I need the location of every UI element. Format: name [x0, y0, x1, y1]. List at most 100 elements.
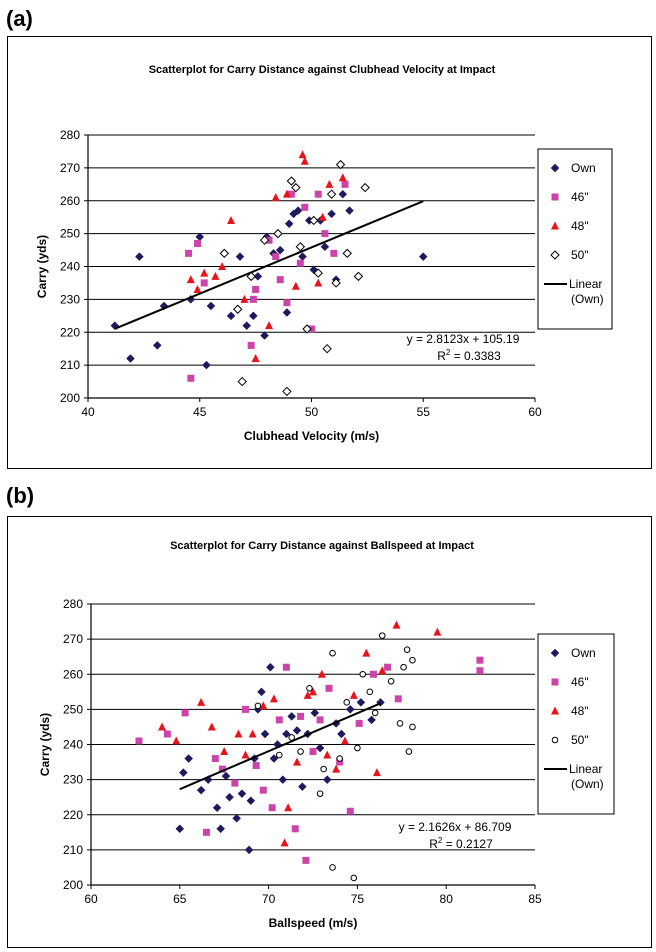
point-50 [259, 235, 270, 245]
point-46 [341, 180, 349, 188]
point-own [237, 789, 247, 799]
legend-label-48: 48" [571, 704, 589, 718]
point-46 [287, 190, 295, 198]
chart-title: Scatterplot for Carry Distance against C… [149, 64, 496, 76]
point-48 [193, 285, 202, 294]
legend-label-46: 46" [571, 190, 589, 204]
point-50 [233, 304, 243, 314]
point-48 [362, 648, 371, 657]
point-50 [336, 755, 343, 762]
point-50 [409, 723, 416, 731]
data-points [135, 620, 484, 882]
point-48 [282, 189, 291, 198]
point-46 [275, 716, 283, 724]
point-50 [331, 278, 341, 288]
point-48 [158, 722, 167, 731]
point-50 [286, 176, 297, 186]
legend-label-50: 50" [571, 248, 589, 262]
point-46 [302, 856, 310, 864]
x-tick-label: 45 [193, 405, 207, 419]
point-own [221, 771, 231, 781]
legend: Own 46" 48" 50" Linear(Own) [537, 633, 615, 815]
point-48 [392, 620, 401, 629]
point-own [310, 708, 320, 718]
x-tick-label: 40 [81, 405, 95, 419]
point-50 [297, 748, 304, 755]
legend-marker-50 [551, 736, 559, 744]
point-46 [202, 828, 210, 836]
point-own [337, 729, 346, 739]
point-own [278, 775, 288, 784]
point-48 [433, 627, 442, 636]
point-46 [135, 737, 143, 745]
point-own [287, 712, 297, 721]
point-48 [372, 768, 381, 777]
point-46 [247, 341, 255, 349]
y-tick-label: 270 [63, 632, 83, 646]
point-46 [249, 295, 257, 303]
point-48 [234, 729, 243, 738]
point-48 [332, 764, 341, 773]
point-48 [248, 729, 257, 738]
point-46 [321, 230, 329, 238]
point-own [260, 331, 269, 340]
point-50 [378, 632, 386, 639]
point-50 [359, 670, 367, 678]
point-50 [309, 215, 319, 226]
y-tick-label: 230 [60, 292, 80, 306]
point-50 [237, 376, 247, 387]
point-46 [314, 190, 322, 198]
point-46 [384, 663, 392, 671]
point-own [418, 252, 428, 261]
y-tick-label: 260 [60, 194, 80, 208]
panel-label-b: (b) [6, 483, 35, 508]
point-46 [291, 825, 299, 833]
x-tick-label: 75 [351, 892, 365, 906]
y-tick-label: 220 [60, 325, 80, 339]
point-own [293, 206, 303, 215]
point-50 [219, 248, 230, 259]
point-48 [220, 747, 229, 756]
point-50 [295, 242, 306, 252]
point-50 [320, 765, 327, 773]
y-tick-label: 250 [60, 227, 80, 241]
point-own [226, 311, 236, 321]
point-46 [283, 299, 291, 307]
point-46 [185, 249, 193, 257]
point-own [244, 845, 254, 855]
legend-marker-46 [551, 678, 559, 686]
point-46 [272, 253, 280, 261]
point-48 [284, 803, 293, 812]
point-48 [317, 669, 326, 678]
legend-marker-50 [550, 250, 560, 260]
point-50 [291, 182, 301, 193]
point-50 [366, 688, 374, 696]
point-50 [282, 386, 292, 397]
point-48 [269, 694, 278, 703]
x-tick-label: 60 [84, 892, 98, 906]
y-tick-label: 240 [60, 260, 80, 274]
point-own [338, 189, 348, 199]
point-own [282, 308, 292, 317]
x-tick-label: 65 [173, 892, 187, 906]
point-50 [405, 748, 413, 755]
chart-title: Scatterplot for Carry Distance against B… [170, 540, 474, 552]
point-48 [186, 275, 195, 284]
point-46 [194, 239, 202, 247]
point-own [135, 252, 144, 261]
legend-marker-46 [551, 193, 559, 201]
point-50 [316, 790, 324, 797]
x-tick-label: 55 [417, 405, 431, 419]
y-tick-label: 260 [63, 667, 83, 681]
point-own [225, 792, 234, 802]
point-46 [259, 786, 267, 794]
point-own [266, 662, 275, 672]
y-tick-label: 200 [63, 878, 83, 892]
point-48 [197, 697, 206, 706]
point-own [175, 824, 185, 834]
point-own [320, 242, 330, 252]
point-46 [282, 663, 290, 671]
point-own [282, 729, 291, 739]
point-own [345, 705, 355, 714]
chart-a-frame: Scatterplot for Carry Distance against C… [7, 36, 652, 469]
